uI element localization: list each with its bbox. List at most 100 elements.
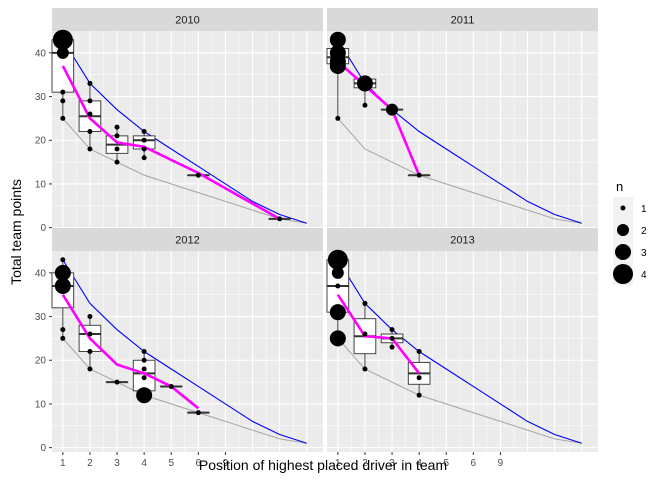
data-point xyxy=(389,344,395,350)
min-points-line xyxy=(62,118,307,224)
data-point xyxy=(329,31,346,48)
legend-label: 3 xyxy=(641,248,647,259)
y-tick-label: 0 xyxy=(40,223,46,234)
data-point xyxy=(114,133,120,139)
data-point xyxy=(136,387,153,404)
data-point xyxy=(52,29,73,50)
min-points-line xyxy=(337,118,582,224)
data-point xyxy=(60,257,66,263)
data-point xyxy=(87,129,93,134)
data-point xyxy=(329,304,346,321)
facet-strip xyxy=(327,228,598,251)
x-tick-label: 3 xyxy=(114,458,120,469)
y-tick-label: 10 xyxy=(35,179,47,190)
max-points-line xyxy=(337,259,582,444)
data-point xyxy=(141,137,147,143)
data-point xyxy=(416,392,422,398)
data-point xyxy=(362,102,368,108)
data-point xyxy=(54,277,71,294)
x-tick-label: 2 xyxy=(87,458,93,469)
data-point xyxy=(389,327,395,333)
data-point xyxy=(362,366,368,372)
facet-strip-label: 2010 xyxy=(175,15,199,27)
data-point xyxy=(54,264,71,281)
data-point xyxy=(362,331,368,337)
data-point xyxy=(141,146,147,152)
data-point xyxy=(168,383,174,389)
data-point xyxy=(327,249,348,270)
x-tick-label: 6 xyxy=(471,458,477,469)
y-tick-label: 40 xyxy=(35,48,47,59)
data-point xyxy=(277,216,283,222)
data-point xyxy=(87,349,93,354)
facet-panel: 2013 1 2 3 4 5 6 9 xyxy=(326,228,598,469)
data-point xyxy=(60,89,66,95)
facet-panel: 2012 0 10 20 30 40 1 2 3 4 5 6 9 xyxy=(35,228,323,469)
y-tick-label: 0 xyxy=(40,443,46,454)
facet-strip xyxy=(52,8,323,31)
legend-key-point xyxy=(620,205,626,211)
x-tick-label: 9 xyxy=(223,458,229,469)
data-point xyxy=(60,327,66,333)
x-tick-label: 1 xyxy=(335,458,341,469)
data-point xyxy=(141,357,147,363)
y-tick-label: 30 xyxy=(35,312,47,323)
x-tick-label: 1 xyxy=(60,458,66,469)
y-tick-label: 20 xyxy=(35,136,47,147)
data-point xyxy=(331,266,344,279)
panels-layer: 2010 0 10 20 30 40 2011 2012 0 10 20 30 40 1 2 3 4 5 6 9 201… xyxy=(35,8,598,469)
mean-line xyxy=(336,60,421,176)
legend-key-point xyxy=(617,224,629,236)
boxplot xyxy=(105,127,129,163)
x-tick-label: 2 xyxy=(362,458,368,469)
data-point xyxy=(60,335,66,341)
x-tick-label: 5 xyxy=(168,458,174,469)
data-point xyxy=(60,115,66,121)
y-axis-title: Total team points xyxy=(8,179,24,285)
max-points-line xyxy=(62,39,307,224)
x-tick-label: 3 xyxy=(389,458,395,469)
y-tick-label: 30 xyxy=(35,92,47,103)
data-point xyxy=(87,80,93,86)
data-point xyxy=(362,300,368,306)
data-point xyxy=(87,366,93,372)
data-point xyxy=(87,98,93,104)
min-points-line xyxy=(337,338,582,444)
data-point xyxy=(114,146,120,152)
legend-key-point xyxy=(613,264,633,284)
data-point xyxy=(87,314,93,320)
facet-strip-label: 2011 xyxy=(451,15,475,27)
data-point xyxy=(141,349,147,354)
facet-panel: 2011 xyxy=(326,8,598,232)
data-point xyxy=(335,115,341,121)
data-point xyxy=(114,379,120,385)
y-tick-label: 20 xyxy=(35,356,47,367)
data-point xyxy=(141,375,147,381)
min-points-line xyxy=(62,338,307,444)
data-point xyxy=(335,283,341,289)
y-tick-label: 10 xyxy=(35,399,47,410)
data-point xyxy=(195,410,201,416)
data-point xyxy=(87,331,93,337)
facet-strip-label: 2013 xyxy=(450,235,474,247)
data-point xyxy=(114,124,120,130)
legend-key-point xyxy=(615,244,631,260)
data-point xyxy=(416,375,422,381)
legend-label: 4 xyxy=(641,270,647,281)
data-point xyxy=(416,349,422,354)
x-tick-label: 4 xyxy=(416,458,422,469)
mean-line xyxy=(336,293,421,375)
data-point xyxy=(87,111,93,117)
facet-panel: 2010 0 10 20 30 40 xyxy=(35,8,323,234)
y-tick-label: 40 xyxy=(35,268,47,279)
x-tick-label: 4 xyxy=(141,458,147,469)
data-point xyxy=(141,129,147,134)
data-point xyxy=(56,46,69,59)
data-point xyxy=(87,146,93,152)
data-point xyxy=(195,172,201,178)
facet-strip-label: 2012 xyxy=(175,235,199,247)
legend-label: 2 xyxy=(641,226,647,237)
data-point xyxy=(141,366,147,372)
legend: n 1 2 3 4 xyxy=(613,179,647,285)
max-points-line xyxy=(62,259,307,444)
